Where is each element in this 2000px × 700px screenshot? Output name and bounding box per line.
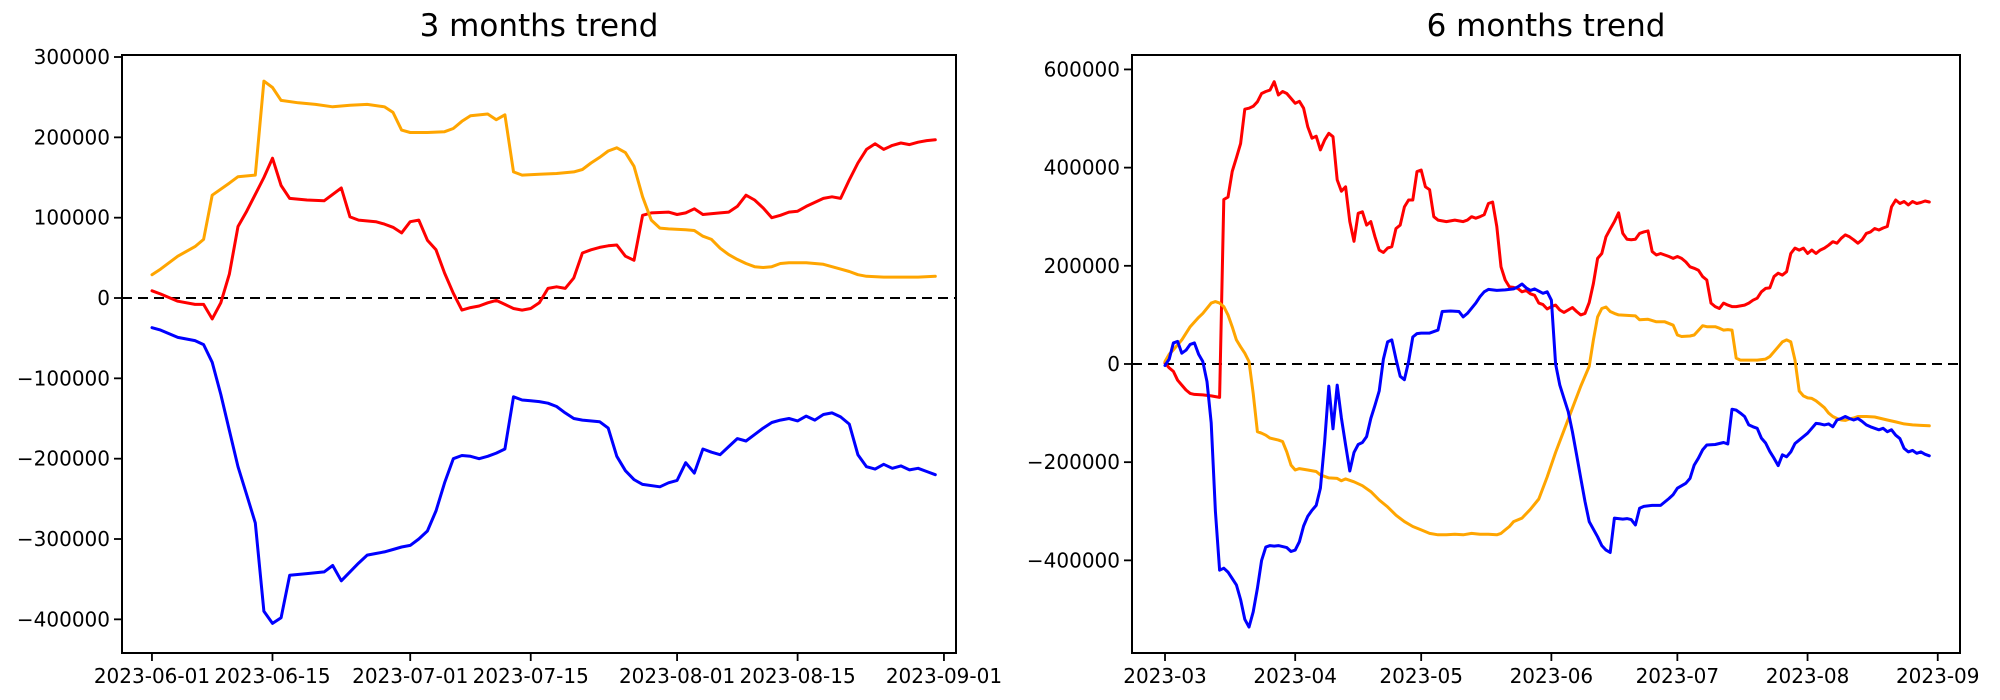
chart-title: 3 months trend xyxy=(420,8,659,44)
x-axis-tick-label: 2023-04 xyxy=(1253,664,1337,688)
series-line-red xyxy=(1163,80,1931,399)
y-axis-tick-label: 0 xyxy=(1107,352,1120,376)
x-axis-tick-label: 2023-09-01 xyxy=(886,664,1002,688)
y-axis-tick-label: −200000 xyxy=(17,447,110,471)
series-line-orange xyxy=(150,79,937,279)
x-axis-tick-label: 2023-06 xyxy=(1510,664,1594,688)
series-line-blue xyxy=(150,326,937,625)
y-axis-tick-label: 200000 xyxy=(34,125,110,149)
chart-3-months-trend: 3 months trend 2023-06-01 2023-06-15 2023-0… xyxy=(17,8,1002,688)
series-line-blue xyxy=(1163,282,1931,629)
x-axis-tick-label: 2023-06-15 xyxy=(214,664,330,688)
chart-title: 6 months trend xyxy=(1427,8,1666,44)
plot-frame xyxy=(121,54,957,654)
x-axis-tick-label: 2023-08 xyxy=(1766,664,1850,688)
y-axis-tick-label: 400000 xyxy=(1044,156,1120,180)
x-axis-tick-label: 2023-09 xyxy=(1896,664,1980,688)
y-axis-tick-label: 300000 xyxy=(34,45,110,69)
x-axis-tick-label: 2023-07-15 xyxy=(473,664,589,688)
x-axis-tick-label: 2023-05 xyxy=(1379,664,1463,688)
x-axis-tick-label: 2023-08-01 xyxy=(619,664,735,688)
x-axis-tick-label: 2023-07-01 xyxy=(352,664,468,688)
x-axis-tick-label: 2023-03 xyxy=(1123,664,1207,688)
y-axis-tick-label: −300000 xyxy=(17,527,110,551)
chart-6-months-trend: 6 months trend 2023-03 2023-04 2023-05 2023-… xyxy=(1027,8,1980,688)
y-axis-tick-label: −400000 xyxy=(17,607,110,631)
x-axis-tick-label: 2023-08-15 xyxy=(739,664,855,688)
plot-frame xyxy=(1131,54,1961,654)
series-line-orange xyxy=(1163,300,1931,537)
y-axis-tick-label: 200000 xyxy=(1044,254,1120,278)
series-line-red xyxy=(150,138,937,321)
y-axis-tick-label: −200000 xyxy=(1027,450,1120,474)
y-axis-tick-label: 0 xyxy=(97,286,110,310)
y-axis-tick-label: −100000 xyxy=(17,366,110,390)
y-axis-tick-label: −400000 xyxy=(1027,548,1120,572)
x-axis-tick-label: 2023-07 xyxy=(1636,664,1720,688)
y-axis-tick-label: 100000 xyxy=(34,206,110,230)
x-axis-tick-label: 2023-06-01 xyxy=(94,664,210,688)
y-axis-tick-label: 600000 xyxy=(1044,57,1120,81)
